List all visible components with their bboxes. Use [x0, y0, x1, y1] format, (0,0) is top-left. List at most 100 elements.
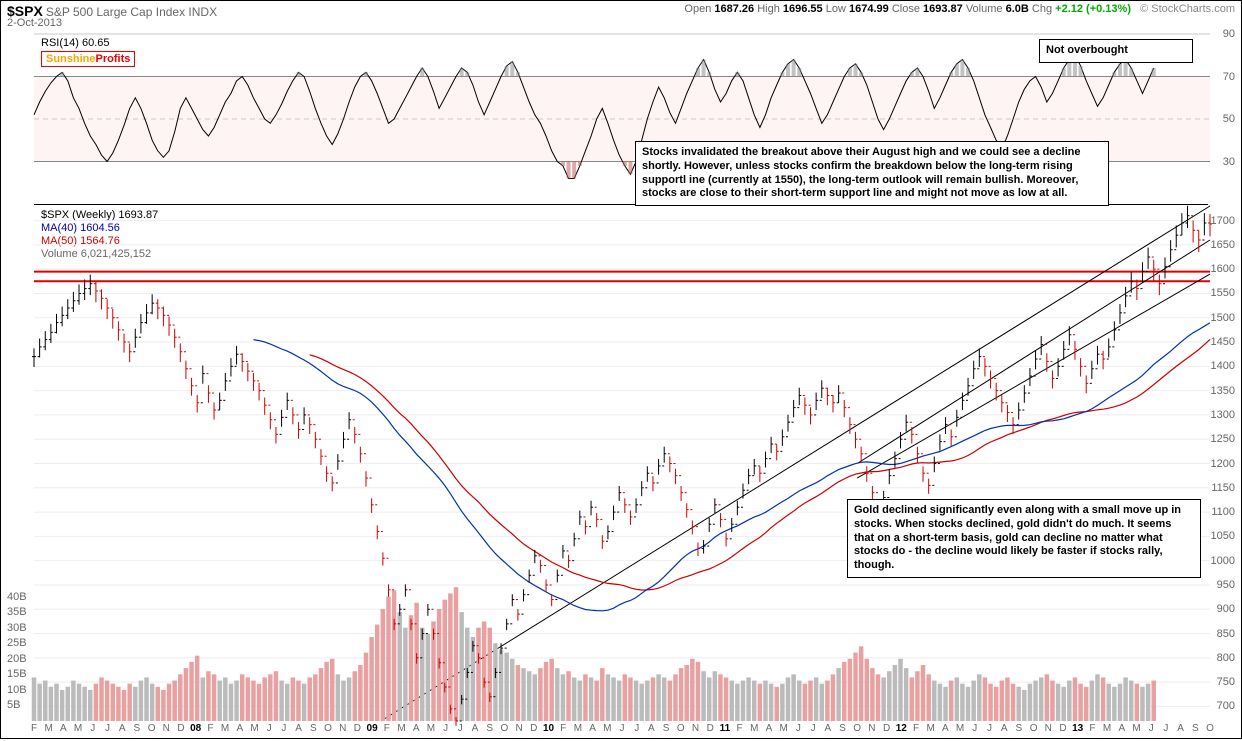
x-tick: A: [119, 723, 126, 734]
x-tick: O: [853, 723, 861, 734]
x-tick: O: [1206, 723, 1214, 734]
x-tick: J: [1149, 723, 1154, 734]
x-tick: A: [942, 723, 949, 734]
x-tick: S: [310, 723, 317, 734]
x-tick: M: [927, 723, 935, 734]
x-tick: J: [105, 723, 110, 734]
price-ytick: 1450: [1211, 336, 1235, 348]
x-tick: M: [74, 723, 82, 734]
price-ytick: 1350: [1211, 385, 1235, 397]
x-tick: O: [1030, 723, 1038, 734]
x-tick: M: [750, 723, 758, 734]
x-tick: F: [1089, 723, 1095, 734]
x-tick: M: [780, 723, 788, 734]
x-tick: M: [427, 723, 435, 734]
volume-ytick: 15B: [7, 668, 27, 680]
x-tick: J: [811, 723, 816, 734]
x-tick: S: [1192, 723, 1199, 734]
x-tick: M: [1103, 723, 1111, 734]
x-tick: A: [413, 723, 420, 734]
x-tick: N: [1045, 723, 1052, 734]
price-ytick: 1050: [1211, 530, 1235, 542]
x-tick: N: [339, 723, 346, 734]
x-tick: D: [707, 723, 714, 734]
x-tick: N: [868, 723, 875, 734]
x-tick: J: [796, 723, 801, 734]
price-ytick: 1000: [1211, 555, 1235, 567]
x-tick: F: [384, 723, 390, 734]
price-ytick: 1100: [1211, 506, 1235, 518]
x-tick: F: [560, 723, 566, 734]
x-tick: A: [295, 723, 302, 734]
x-tick: F: [207, 723, 213, 734]
price-ytick: 1650: [1211, 239, 1235, 251]
x-tick: J: [634, 723, 639, 734]
volume-ytick: 10B: [7, 684, 27, 696]
rsi-ytick: 50: [1223, 113, 1235, 125]
x-tick: M: [221, 723, 229, 734]
x-tick: F: [31, 723, 37, 734]
price-ytick: 1250: [1211, 433, 1235, 445]
annotation-not-overbought: Not overbought: [1039, 39, 1193, 63]
x-tick: M: [574, 723, 582, 734]
x-tick: S: [134, 723, 141, 734]
volume-ytick: 5B: [7, 699, 20, 711]
x-tick: O: [324, 723, 332, 734]
price-ytick: 1200: [1211, 458, 1235, 470]
x-tick: F: [737, 723, 743, 734]
x-tick: O: [677, 723, 685, 734]
x-tick: O: [501, 723, 509, 734]
x-tick: M: [250, 723, 258, 734]
x-tick: 09: [367, 723, 378, 734]
x-tick: J: [987, 723, 992, 734]
x-tick: A: [60, 723, 67, 734]
x-tick: M: [1132, 723, 1140, 734]
x-tick: D: [530, 723, 537, 734]
x-tick: N: [692, 723, 699, 734]
x-tick: N: [163, 723, 170, 734]
price-ytick: 1600: [1211, 263, 1235, 275]
x-tick: J: [458, 723, 463, 734]
x-tick: J: [972, 723, 977, 734]
x-tick: D: [354, 723, 361, 734]
price-ytick: 1700: [1211, 215, 1235, 227]
x-tick: A: [589, 723, 596, 734]
x-tick: A: [1001, 723, 1008, 734]
annotation-stocks: Stocks invalidated the breakout above th…: [635, 141, 1109, 206]
price-ytick: 1300: [1211, 409, 1235, 421]
x-tick: A: [1118, 723, 1125, 734]
price-panel: [1, 1, 1242, 741]
x-tick: 13: [1072, 723, 1083, 734]
x-tick: J: [267, 723, 272, 734]
price-ytick: 1400: [1211, 360, 1235, 372]
x-tick: D: [1059, 723, 1066, 734]
x-tick: J: [443, 723, 448, 734]
x-tick: A: [1177, 723, 1184, 734]
rsi-ytick: 70: [1223, 71, 1235, 83]
x-tick: F: [913, 723, 919, 734]
rsi-ytick: 30: [1223, 156, 1235, 168]
x-tick: S: [839, 723, 846, 734]
x-tick: J: [281, 723, 286, 734]
x-tick: 08: [190, 723, 201, 734]
volume-ytick: 30B: [7, 622, 27, 634]
price-ytick: 850: [1217, 628, 1235, 640]
x-tick: A: [472, 723, 479, 734]
volume-ytick: 40B: [7, 591, 27, 603]
x-tick: A: [648, 723, 655, 734]
price-ytick: 700: [1217, 700, 1235, 712]
x-tick: J: [90, 723, 95, 734]
x-tick: A: [766, 723, 773, 734]
x-tick: M: [45, 723, 53, 734]
price-ytick: 800: [1217, 652, 1235, 664]
x-tick: S: [486, 723, 493, 734]
price-ytick: 1550: [1211, 287, 1235, 299]
x-tick: 11: [720, 723, 731, 734]
volume-ytick: 25B: [7, 637, 27, 649]
x-tick: S: [663, 723, 670, 734]
x-tick: D: [883, 723, 890, 734]
x-tick: J: [1163, 723, 1168, 734]
x-tick: O: [148, 723, 156, 734]
price-ytick: 750: [1217, 676, 1235, 688]
x-tick: N: [515, 723, 522, 734]
